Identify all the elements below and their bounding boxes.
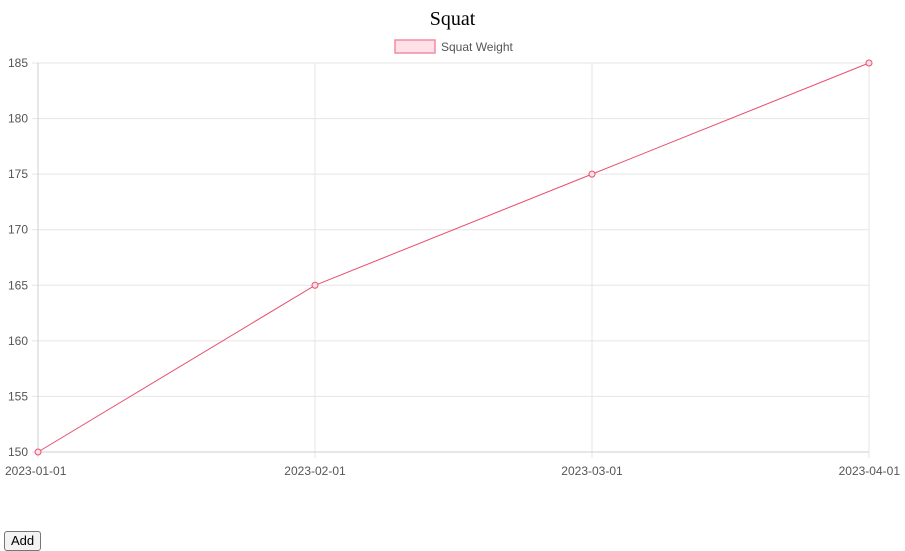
y-tick-label: 165: [8, 278, 28, 292]
data-point: [588, 170, 596, 178]
data-point: [865, 59, 873, 67]
grid-layer: [32, 62, 870, 458]
x-tick-label: 2023-03-01: [561, 464, 623, 478]
chart-title: Squat: [429, 8, 476, 30]
y-tick-label: 160: [8, 334, 28, 348]
y-tick-label: 155: [8, 389, 28, 403]
add-button[interactable]: Add: [4, 531, 42, 551]
x-tick-label: 2023-01-01: [5, 464, 67, 478]
x-tick-label: 2023-02-01: [284, 464, 346, 478]
y-tick-label: 180: [8, 112, 28, 126]
axis-layer: 150 155 160 165 170 175 180 185 2023-01-01 2023-0…: [5, 56, 900, 478]
y-tick-label: 185: [8, 56, 28, 70]
y-tick-label: 175: [8, 167, 28, 181]
series-line-squat-weight: [37, 62, 870, 453]
y-tick-label: 150: [8, 445, 28, 459]
series-layer: [34, 59, 873, 456]
legend[interactable]: Squat Weight: [394, 39, 513, 54]
data-point: [34, 448, 42, 456]
x-tick-label: 2023-04-01: [839, 464, 901, 478]
data-point: [311, 281, 319, 289]
y-tick-label: 170: [8, 223, 28, 237]
legend-swatch: [394, 39, 436, 54]
legend-label-squat-weight: Squat Weight: [441, 40, 513, 54]
